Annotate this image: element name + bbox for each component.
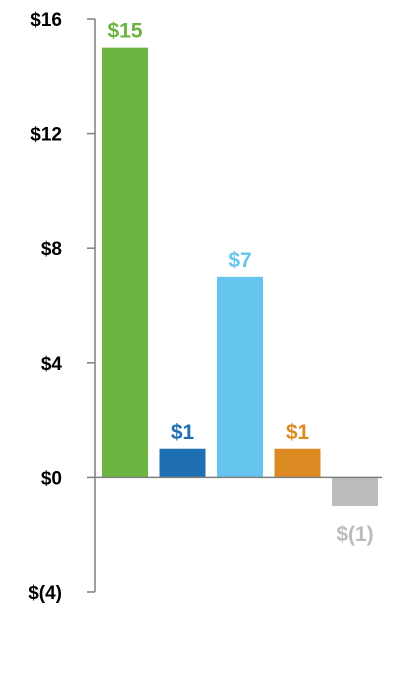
bar [159,448,206,478]
data-label: $1 [171,421,195,444]
data-label: $1 [286,421,310,444]
y-tick-label: $0 [41,468,62,489]
data-label: $15 [107,20,142,43]
y-tick-label: $4 [41,354,63,375]
y-tick-label: $16 [30,10,62,31]
y-tick-label: $12 [30,125,62,146]
bar [332,477,378,507]
y-tick-label: $(4) [28,583,62,604]
bar [217,276,263,478]
bar [274,448,321,478]
y-tick-label: $8 [41,239,62,260]
data-label: $7 [228,249,251,272]
data-label: $(1) [336,523,373,546]
bar [102,47,148,478]
